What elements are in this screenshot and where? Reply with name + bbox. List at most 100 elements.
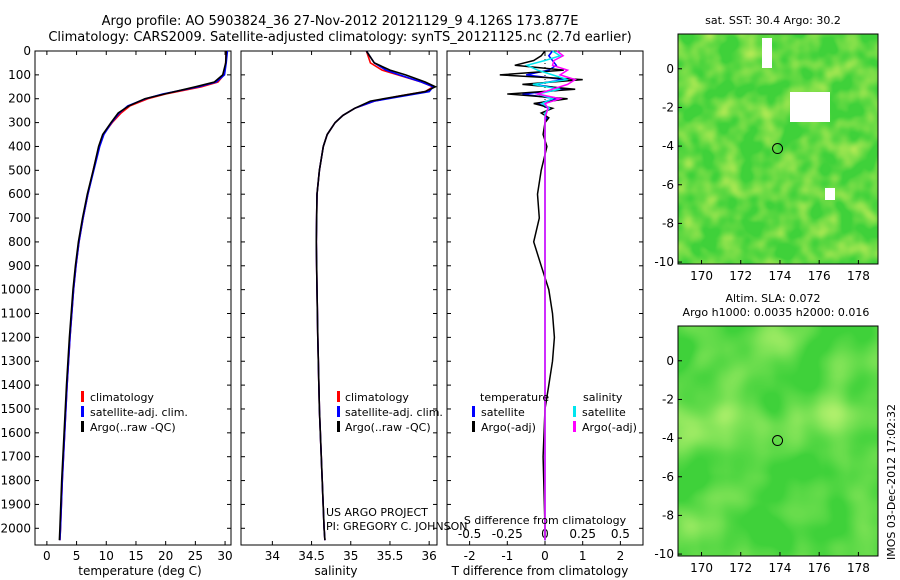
float-marker [772, 143, 784, 155]
x-tick-label: 170 [690, 561, 713, 575]
x-top-tick-label: 0.5 [611, 527, 630, 541]
sla-map: 170 172 174 176 178 0 -2 -4 -6 -8 -10 [654, 325, 879, 575]
x-tick-label: 2 [617, 549, 625, 563]
y-tick-label: 1500 [0, 402, 31, 416]
x-top-tick-label: -0.5 [458, 527, 481, 541]
legend-satellite: satellite-adj. clim. [345, 406, 443, 419]
y-tick-label: -10 [654, 547, 674, 561]
legend-climatology: climatology [90, 391, 154, 404]
sla-map-title-2: Argo h1000: 0.0035 h2000: 0.016 [683, 306, 870, 319]
y-tick-label: -6 [662, 178, 674, 192]
x-tick-label: 0 [541, 549, 549, 563]
x-tick-label: 174 [769, 269, 792, 283]
legend-swatch-argo [81, 421, 84, 432]
x-tick-label: 1 [579, 549, 587, 563]
map-field [678, 34, 878, 264]
y-tick-label: 1900 [0, 497, 31, 511]
legend-swatch-t-argo [472, 421, 475, 432]
x-tick-label: 34.5 [298, 549, 325, 563]
x-top-tick-label: -0.25 [492, 527, 523, 541]
x-top-tick-label: 0.25 [569, 527, 596, 541]
missing-data-patch [762, 38, 772, 68]
series-line [59, 50, 229, 541]
x-tick-label: 174 [769, 561, 792, 575]
x-tick-label: 15 [128, 549, 143, 563]
x-tick-label: 176 [808, 269, 831, 283]
sla-map-title-1: Altim. SLA: 0.072 [725, 292, 820, 305]
x-axis-label-s-diff: S difference from climatology [464, 514, 627, 527]
project-annotation: US ARGO PROJECT [326, 506, 428, 519]
y-tick-label: 1800 [0, 474, 31, 488]
legend-satellite: satellite-adj. clim. [90, 406, 188, 419]
legend-t-satellite: satellite [481, 406, 525, 419]
x-tick-label: -2 [464, 549, 476, 563]
y-tick-label: 200 [8, 92, 31, 106]
y-tick-label: 500 [8, 163, 31, 177]
y-tick-label: -2 [662, 392, 674, 406]
y-tick-label: -6 [662, 470, 674, 484]
sst-map: 170 172 174 176 178 0 -2 -4 -6 -8 -10 [654, 33, 879, 283]
x-tick-label: 170 [690, 269, 713, 283]
depth-axis-labels: 0 100 200 300 400 500 600 700 800 900 1000 1100 1200… [0, 44, 31, 535]
x-axis-label-salinity: salinity [314, 564, 357, 578]
x-tick-label: 25 [188, 549, 203, 563]
y-tick-label: -4 [662, 431, 674, 445]
x-tick-label: 172 [729, 269, 752, 283]
map-frame [677, 33, 879, 265]
timestamp-label: IMOS 03-Dec-2012 17:02:32 [885, 404, 898, 560]
y-tick-label: 0 [23, 44, 31, 58]
y-tick-label: 0 [666, 62, 674, 76]
y-tick-label: 0 [666, 354, 674, 368]
y-tick-label: 600 [8, 187, 31, 201]
y-tick-label: 1000 [0, 283, 31, 297]
chart-title-line-1: Argo profile: AO 5903824_36 27-Nov-2012 … [101, 14, 579, 29]
x-tick-label: -1 [501, 549, 513, 563]
x-tick-label: 172 [729, 561, 752, 575]
x-tick-label: 176 [808, 561, 831, 575]
y-tick-label: 1100 [0, 307, 31, 321]
series-line [59, 50, 227, 541]
chart-title-line-2: Climatology: CARS2009. Satellite-adjuste… [48, 30, 632, 45]
map-frame [677, 325, 879, 557]
y-tick-label: 1600 [0, 426, 31, 440]
x-tick-label: 34 [265, 549, 280, 563]
difference-legend: temperature salinity satellite Argo(-adj… [472, 391, 637, 434]
legend-swatch-satellite [81, 406, 84, 417]
y-tick-label: 1200 [0, 330, 31, 344]
float-marker [772, 435, 784, 447]
y-tick-label: -8 [662, 508, 674, 522]
y-tick-label: 1300 [0, 354, 31, 368]
x-tick-label: 5 [73, 549, 81, 563]
x-tick-label: 36 [422, 549, 437, 563]
legend-title-salinity: salinity [583, 391, 623, 404]
y-tick-label: 700 [8, 211, 31, 225]
plot-frame [34, 50, 232, 546]
series-line [524, 50, 568, 541]
legend-t-argo: Argo(-adj) [481, 421, 536, 434]
x-axis-label-temperature: temperature (deg C) [78, 564, 201, 578]
missing-data-patch [825, 188, 835, 200]
legend-swatch-t-satellite [472, 406, 475, 417]
x-axis-label-t-diff: T difference from climatology [451, 564, 629, 578]
pi-annotation: PI: GREGORY C. JOHNSON [326, 520, 467, 533]
x-tick-label: 10 [99, 549, 114, 563]
sst-map-title: sat. SST: 30.4 Argo: 30.2 [705, 14, 841, 27]
y-tick-label: 2000 [0, 521, 31, 535]
x-tick-label: 35.5 [377, 549, 404, 563]
y-tick-label: -10 [654, 255, 674, 269]
temperature-panel: 0 5 10 15 20 25 30 [34, 50, 233, 563]
x-tick-label: 178 [847, 269, 870, 283]
missing-data-patch [790, 92, 830, 122]
legend-climatology: climatology [345, 391, 409, 404]
legend-argo: Argo(..raw -QC) [90, 421, 176, 434]
y-tick-label: -4 [662, 139, 674, 153]
legend-title-temperature: temperature [480, 391, 549, 404]
plot-frame [240, 50, 438, 546]
series-line [315, 50, 438, 541]
legend-s-satellite: satellite [582, 406, 626, 419]
difference-panel: -2 -1 0 1 2-0.5 -0.25 0 0.25 0.5 [446, 50, 644, 563]
map-field [678, 326, 878, 556]
x-tick-label: 178 [847, 561, 870, 575]
legend-swatch-climatology [337, 391, 340, 402]
